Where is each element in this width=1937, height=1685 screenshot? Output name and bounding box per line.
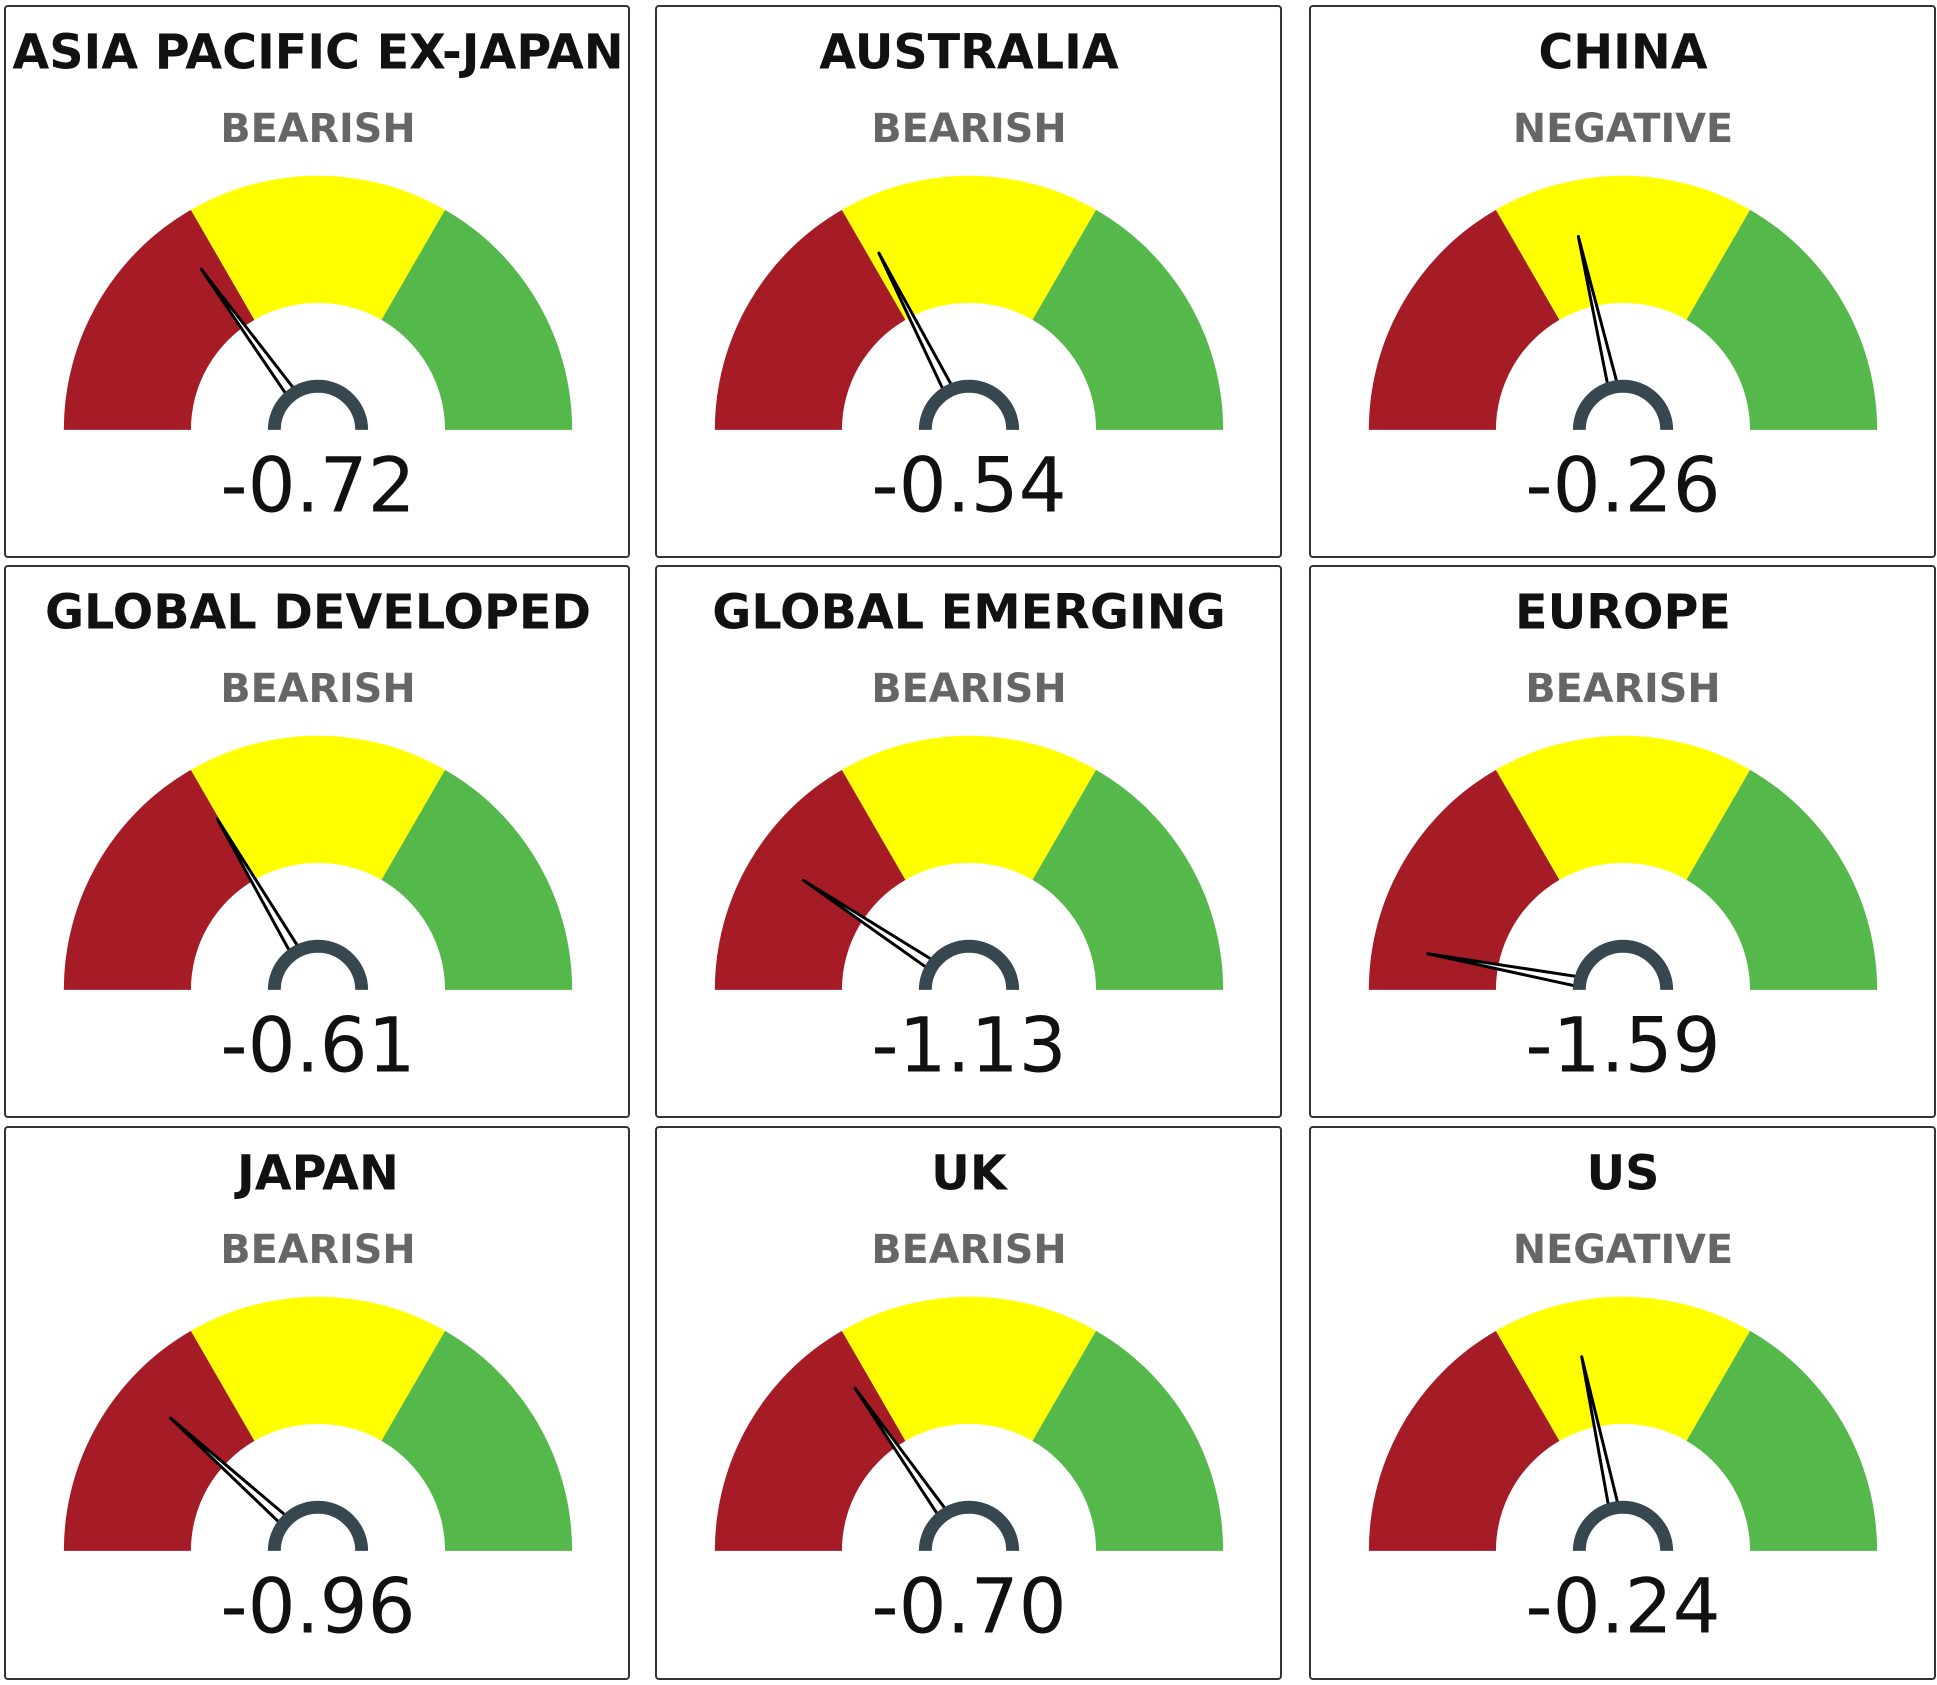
gauge-title: ASIA PACIFIC EX-JAPAN [12,26,623,81]
gauge-sentiment: NEGATIVE [1513,106,1733,152]
gauge-sentiment: BEARISH [220,666,415,712]
gauge-panel: GLOBAL EMERGING BEARISH -1.13 [655,565,1282,1118]
gauge-svg: CHINA NEGATIVE -0.26 [1368,26,1878,529]
gauge-band-red [1368,209,1560,430]
gauge-value: -1.13 [871,1001,1066,1089]
gauge-svg: GLOBAL EMERGING BEARISH -1.13 [712,586,1225,1090]
gauge-svg: US NEGATIVE -0.24 [1368,1147,1878,1650]
gauge-value: -1.59 [1525,1001,1720,1089]
gauge-band-yellow [190,175,446,320]
gauge-band-red [63,769,255,990]
gauge-panel: ASIA PACIFIC EX-JAPAN BEARISH -0.72 [4,5,630,558]
gauge-sentiment: BEARISH [1525,666,1720,712]
gauge-band-green [1686,209,1878,430]
gauge-band-green [1686,1330,1878,1551]
gauge-title: EUROPE [1515,586,1731,641]
gauge-svg: EUROPE BEARISH -1.59 [1368,586,1878,1089]
gauge-value: -0.96 [220,1562,415,1650]
gauge-band-red [714,209,906,430]
gauge-panel: UK BEARISH -0.70 [655,1126,1282,1680]
gauge-panel: EUROPE BEARISH -1.59 [1309,565,1936,1118]
gauge-value: -0.54 [871,441,1066,529]
gauge-sentiment: BEARISH [871,1227,1066,1273]
gauge-hub [1572,379,1674,431]
gauge-value: -0.72 [220,441,415,529]
gauge-value: -0.70 [871,1562,1066,1650]
gauge-band-yellow [841,1296,1097,1441]
gauge-hub [918,939,1020,991]
gauge-title: GLOBAL DEVELOPED [45,586,591,641]
gauge-sentiment: NEGATIVE [1513,1227,1733,1273]
gauge-panel: CHINA NEGATIVE -0.26 [1309,5,1936,558]
gauge-band-green [1686,769,1878,990]
gauge-band-red [63,209,255,430]
gauge-band-green [1032,769,1224,990]
gauge-sentiment: BEARISH [220,1227,415,1273]
gauge-band-red [63,1330,255,1551]
gauge-hub [267,379,369,431]
gauge-sentiment: BEARISH [871,666,1066,712]
gauge-band-green [381,1330,573,1551]
gauge-hub [267,1500,369,1552]
gauge-panel: JAPAN BEARISH -0.96 [4,1126,630,1680]
gauge-title: UK [931,1147,1009,1202]
gauge-hub [1572,1500,1674,1552]
gauge-hub [918,1500,1020,1552]
gauge-band-red [1368,769,1560,990]
gauge-svg: JAPAN BEARISH -0.96 [63,1147,573,1650]
gauge-band-red [714,1330,906,1551]
gauge-panel: GLOBAL DEVELOPED BEARISH -0.61 [4,565,630,1118]
gauge-band-green [381,209,573,430]
gauge-title: JAPAN [234,1147,399,1202]
gauge-band-red [1368,1330,1560,1551]
gauge-panel: AUSTRALIA BEARISH -0.54 [655,5,1282,558]
gauge-svg: GLOBAL DEVELOPED BEARISH -0.61 [45,586,591,1090]
gauge-band-green [1032,209,1224,430]
gauge-band-yellow [841,175,1097,320]
gauge-hub [918,379,1020,431]
gauge-title: GLOBAL EMERGING [712,586,1225,641]
gauge-band-red [714,769,906,990]
gauge-sentiment: BEARISH [871,106,1066,152]
gauge-value: -0.24 [1525,1562,1720,1650]
gauge-title: US [1586,1147,1659,1202]
gauge-value: -0.61 [220,1001,415,1089]
gauge-band-yellow [190,1296,446,1441]
gauge-band-green [1032,1330,1224,1551]
gauge-band-yellow [190,735,446,880]
gauge-svg: ASIA PACIFIC EX-JAPAN BEARISH -0.72 [12,26,623,530]
gauge-band-yellow [1495,735,1751,880]
gauge-title: CHINA [1538,26,1707,81]
gauge-hub [1572,939,1674,991]
gauge-title: AUSTRALIA [819,26,1119,81]
gauge-band-yellow [1495,175,1751,320]
gauge-svg: UK BEARISH -0.70 [714,1147,1224,1650]
gauge-band-green [381,769,573,990]
gauge-hub [267,939,369,991]
gauge-svg: AUSTRALIA BEARISH -0.54 [714,26,1224,529]
gauge-band-yellow [841,735,1097,880]
gauge-value: -0.26 [1525,441,1720,529]
gauge-sentiment: BEARISH [220,106,415,152]
gauge-band-yellow [1495,1296,1751,1441]
gauge-panel: US NEGATIVE -0.24 [1309,1126,1936,1680]
